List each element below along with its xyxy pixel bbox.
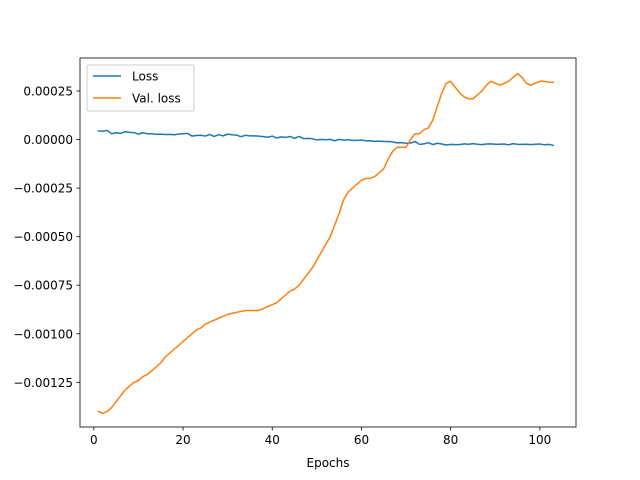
series-line-loss [97,129,555,147]
y-tick-label: 0.00025 [23,85,73,99]
x-tick-label: 100 [528,433,551,447]
y-tick-label: −0.00025 [13,182,73,196]
plot-area [80,58,576,427]
x-axis-label: Epochs [307,456,350,470]
legend-label: Loss [132,70,158,84]
x-tick-label: 60 [354,433,369,447]
y-tick-label: −0.00100 [13,327,73,341]
y-tick-label: −0.00075 [13,279,73,293]
x-tick-label: 80 [443,433,458,447]
series-layer [97,72,555,415]
y-tick-label: −0.00050 [13,230,73,244]
x-tick-label: 20 [175,433,190,447]
x-tick-label: 0 [90,433,98,447]
y-axis: −0.00125 −0.00100 −0.00075 −0.00050 −0.00025… [13,85,80,390]
legend: Loss Val. loss [86,64,195,112]
y-tick-label: −0.00125 [13,376,73,390]
legend-label: Val. loss [132,92,181,106]
x-axis: 0 20 40 60 80 100 [90,427,551,447]
plot-background [80,58,576,427]
x-tick-label: 40 [265,433,280,447]
series-line-val-loss [97,72,554,415]
axes-frame [79,57,577,428]
y-tick-label: 0.00000 [23,133,73,147]
axes-spines [79,57,577,428]
